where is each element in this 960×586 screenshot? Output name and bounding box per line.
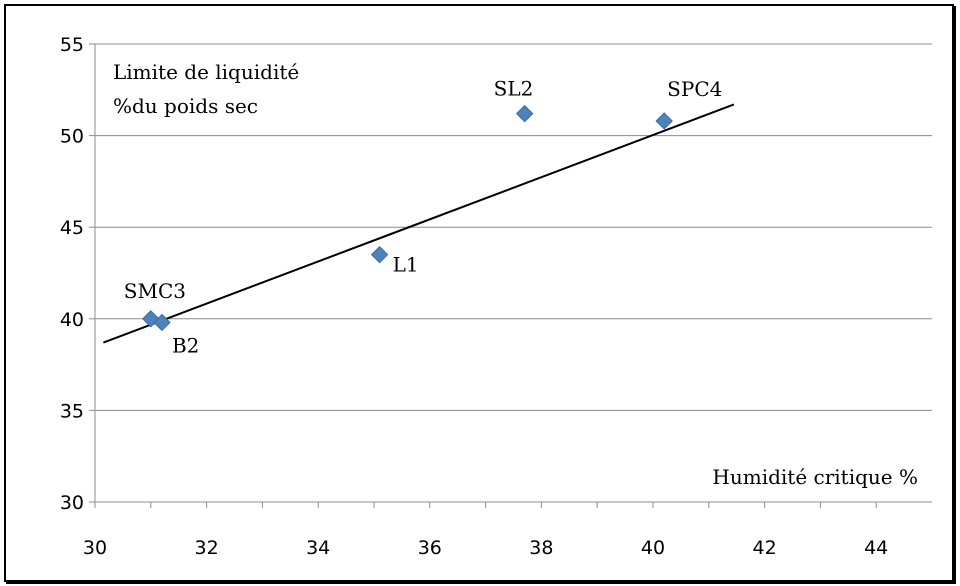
axes xyxy=(89,43,932,508)
x-tick-label: 38 xyxy=(529,537,553,559)
data-points xyxy=(142,104,673,332)
point-label-l1: L1 xyxy=(393,253,419,277)
trendline-line xyxy=(103,103,735,344)
point-labels: SMC3 B2 L1 SL2 SPC4 xyxy=(124,77,723,358)
y-tick-label: 30 xyxy=(60,492,84,514)
x-tick-label: 40 xyxy=(641,537,665,559)
chart-frame xyxy=(4,4,954,582)
x-tick-labels: 30 32 34 36 38 40 42 44 xyxy=(83,537,888,559)
x-tick-label: 34 xyxy=(306,537,330,559)
point-label-spc4: SPC4 xyxy=(667,77,722,101)
x-tick-label: 36 xyxy=(418,537,442,559)
data-point-sl2 xyxy=(515,104,534,123)
y-tick-labels: 30 35 40 45 50 55 xyxy=(60,34,84,514)
y-tick-label: 35 xyxy=(60,400,84,422)
point-label-smc3: SMC3 xyxy=(124,279,186,303)
y-tick-label: 55 xyxy=(60,34,84,56)
point-label-sl2: SL2 xyxy=(494,77,534,101)
y-tick-label: 40 xyxy=(60,309,84,331)
y-tick-label: 50 xyxy=(60,126,84,148)
data-point-l1 xyxy=(370,245,389,264)
x-tick-label: 32 xyxy=(195,537,219,559)
x-axis-label: Humidité critique % xyxy=(712,465,918,489)
point-label-b2: B2 xyxy=(172,333,199,357)
y-axis-label-line1: Limite de liquidité xyxy=(113,60,299,84)
data-point-spc4 xyxy=(655,112,673,130)
x-tick-label: 30 xyxy=(83,537,107,559)
y-tick-label: 45 xyxy=(60,217,84,239)
trendline xyxy=(103,103,735,344)
x-tick-label: 44 xyxy=(864,537,888,559)
x-tick-label: 42 xyxy=(753,537,777,559)
y-axis-label-line2: %du poids sec xyxy=(113,94,258,118)
grid-lines xyxy=(95,43,932,411)
data-point-b2 xyxy=(153,313,171,332)
